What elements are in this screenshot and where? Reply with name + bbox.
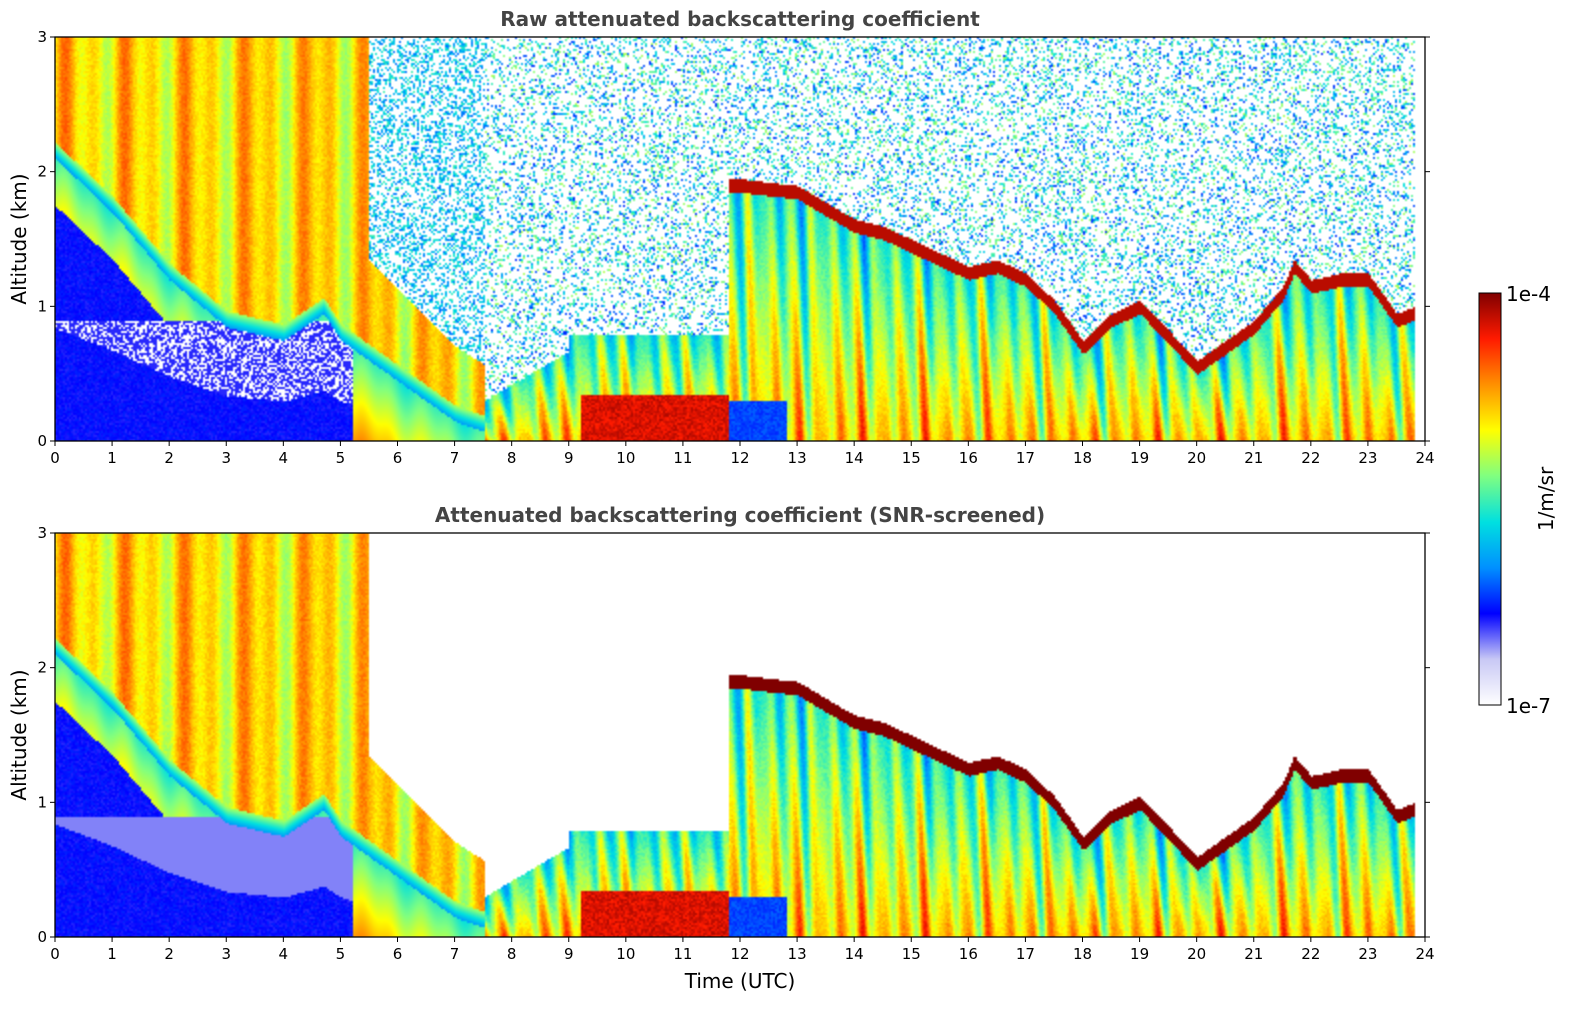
x-tick-label: 14 xyxy=(845,945,864,963)
x-tick-label: 9 xyxy=(564,449,574,467)
panel-screened-title: Attenuated backscattering coefficient (S… xyxy=(435,503,1045,527)
x-tick-label: 20 xyxy=(1187,449,1206,467)
panel-raw-ylabel: Altitude (km) xyxy=(7,173,31,304)
x-tick-label: 3 xyxy=(221,945,231,963)
panel-raw: Raw attenuated backscattering coefficien… xyxy=(7,7,1435,467)
y-tick-label: 3 xyxy=(37,28,47,46)
x-tick-label: 14 xyxy=(845,449,864,467)
y-tick-label: 1 xyxy=(37,793,47,811)
x-tick-label: 0 xyxy=(50,945,60,963)
colorbar-frame xyxy=(1478,292,1502,706)
panel-screened-x-ticks: 0 1 2 3 4 5 6 7 8 9 10 11 12 13 14 15 16 17 18 19 20 21 22 23 24 xyxy=(50,937,1435,963)
colorbar-unit-label: 1/m/sr xyxy=(1534,466,1558,531)
colorbar-gradient xyxy=(1479,293,1501,705)
x-tick-label: 19 xyxy=(1130,449,1149,467)
colorbar-min-label: 1e-7 xyxy=(1506,694,1551,718)
panel-screened-heatmap-image xyxy=(55,533,1425,937)
panel-raw-title: Raw attenuated backscattering coefficien… xyxy=(500,7,980,31)
x-tick-label: 6 xyxy=(393,945,403,963)
panel-screened-heatmap xyxy=(55,533,1425,937)
x-tick-label: 18 xyxy=(1073,449,1092,467)
x-tick-label: 16 xyxy=(959,449,978,467)
y-tick-label: 3 xyxy=(37,524,47,542)
x-tick-label: 24 xyxy=(1415,945,1434,963)
panel-screened: Attenuated backscattering coefficient (S… xyxy=(7,503,1435,993)
x-tick-label: 24 xyxy=(1415,449,1434,467)
x-tick-label: 13 xyxy=(788,449,807,467)
x-tick-label: 22 xyxy=(1301,945,1320,963)
x-tick-label: 11 xyxy=(673,945,692,963)
colorbar: 1e-4 1e-7 1/m/sr xyxy=(1478,282,1558,718)
x-tick-label: 22 xyxy=(1301,449,1320,467)
x-tick-label: 11 xyxy=(673,449,692,467)
x-tick-label: 7 xyxy=(450,945,460,963)
x-tick-label: 2 xyxy=(164,449,174,467)
x-tick-label: 8 xyxy=(507,449,517,467)
x-tick-label: 10 xyxy=(616,945,635,963)
colorbar-max-label: 1e-4 xyxy=(1506,282,1551,306)
x-tick-label: 5 xyxy=(336,945,346,963)
panel-raw-y-ticks: 0 1 2 3 xyxy=(37,28,1430,450)
x-tick-label: 9 xyxy=(564,945,574,963)
x-tick-label: 12 xyxy=(730,945,749,963)
y-tick-label: 0 xyxy=(37,928,47,946)
x-tick-label: 13 xyxy=(788,945,807,963)
x-tick-label: 16 xyxy=(959,945,978,963)
x-tick-label: 20 xyxy=(1187,945,1206,963)
y-tick-label: 0 xyxy=(37,432,47,450)
x-tick-label: 5 xyxy=(336,449,346,467)
x-tick-label: 21 xyxy=(1244,945,1263,963)
x-tick-label: 17 xyxy=(1016,449,1035,467)
panel-screened-ylabel: Altitude (km) xyxy=(7,669,31,800)
x-tick-label: 7 xyxy=(450,449,460,467)
x-tick-label: 1 xyxy=(107,945,117,963)
x-tick-label: 6 xyxy=(393,449,403,467)
panel-raw-heatmap xyxy=(55,37,1425,441)
x-tick-label: 1 xyxy=(107,449,117,467)
x-tick-label: 12 xyxy=(730,449,749,467)
y-tick-label: 1 xyxy=(37,297,47,315)
x-tick-label: 2 xyxy=(164,945,174,963)
x-tick-label: 4 xyxy=(279,449,289,467)
panel-raw-heatmap-image xyxy=(55,37,1425,441)
x-tick-label: 21 xyxy=(1244,449,1263,467)
panel-screened-y-ticks: 0 1 2 3 xyxy=(37,524,1430,946)
x-tick-label: 10 xyxy=(616,449,635,467)
x-tick-label: 4 xyxy=(279,945,289,963)
x-tick-label: 8 xyxy=(507,945,517,963)
panel-screened-xlabel: Time (UTC) xyxy=(684,969,796,993)
x-tick-label: 23 xyxy=(1358,945,1377,963)
y-tick-label: 2 xyxy=(37,659,47,677)
x-tick-label: 15 xyxy=(902,449,921,467)
x-tick-label: 15 xyxy=(902,945,921,963)
x-tick-label: 23 xyxy=(1358,449,1377,467)
y-tick-label: 2 xyxy=(37,163,47,181)
x-tick-label: 19 xyxy=(1130,945,1149,963)
x-tick-label: 17 xyxy=(1016,945,1035,963)
x-tick-label: 0 xyxy=(50,449,60,467)
x-tick-label: 3 xyxy=(221,449,231,467)
panel-raw-x-ticks: 0 1 2 3 4 5 6 7 8 9 10 11 12 13 14 15 16 17 18 19 20 21 22 23 24 xyxy=(50,441,1435,467)
x-tick-label: 18 xyxy=(1073,945,1092,963)
